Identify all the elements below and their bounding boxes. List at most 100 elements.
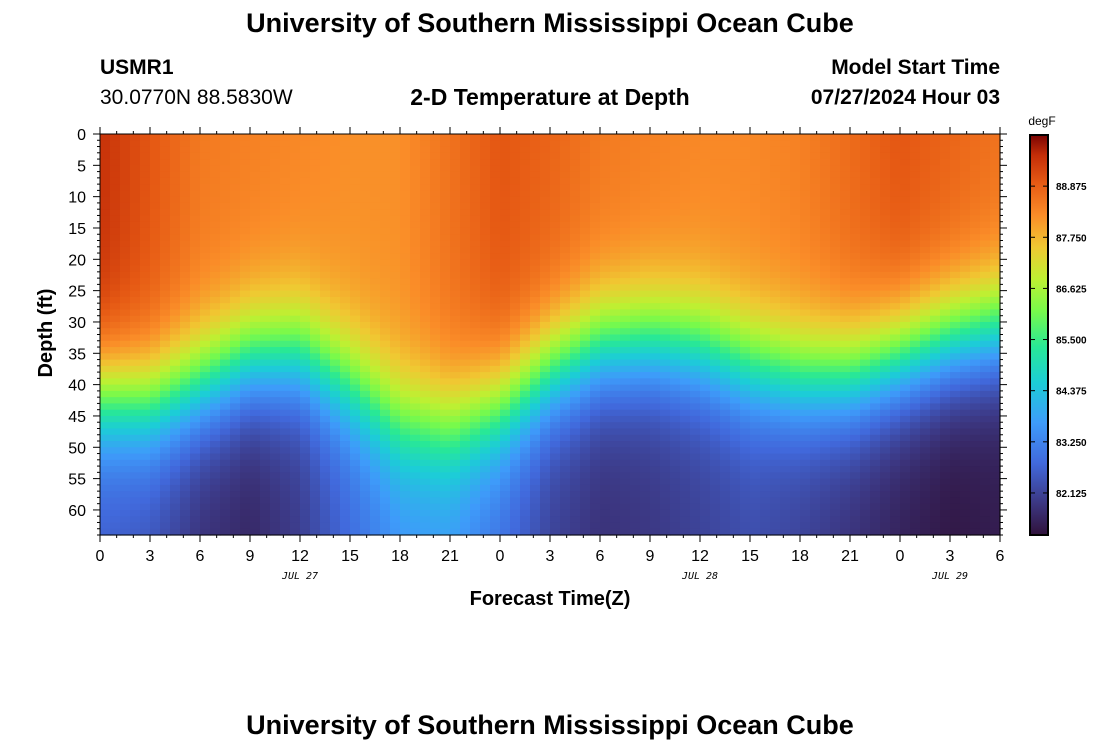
heatmap-cell (260, 466, 271, 473)
heatmap-cell (350, 190, 361, 198)
heatmap-cell (340, 459, 351, 467)
heatmap-cell (220, 221, 231, 229)
heatmap-cell (610, 415, 621, 423)
heatmap-cell (780, 202, 791, 210)
heatmap-cell (360, 359, 371, 367)
heatmap-cell (550, 315, 561, 323)
heatmap-cell (810, 190, 821, 198)
heatmap-cell (490, 503, 501, 511)
heatmap-cell (450, 497, 461, 505)
heatmap-cell (650, 491, 661, 499)
heatmap-cell (260, 177, 271, 185)
heatmap-cell (310, 434, 321, 442)
heatmap-cell (620, 459, 631, 467)
heatmap-cell (130, 378, 141, 386)
heatmap-cell (260, 246, 271, 254)
heatmap-cell (550, 271, 561, 279)
heatmap-cell (420, 202, 431, 210)
heatmap-cell (130, 334, 141, 342)
heatmap-cell (540, 428, 551, 436)
heatmap-cell (310, 221, 321, 229)
heatmap-cell (230, 397, 241, 405)
heatmap-cell (670, 328, 681, 336)
heatmap-cell (340, 340, 351, 348)
heatmap-cell (150, 321, 161, 329)
heatmap-cell (680, 347, 691, 354)
heatmap-cell (350, 372, 361, 379)
heatmap-cell (360, 328, 371, 336)
heatmap-cell (330, 253, 341, 260)
heatmap-cell (700, 246, 711, 254)
heatmap-cell (110, 340, 121, 348)
heatmap-cell (360, 271, 371, 279)
heatmap-cell (840, 347, 851, 354)
heatmap-cell (450, 152, 461, 160)
heatmap-cell (620, 177, 631, 185)
heatmap-cell (400, 372, 411, 379)
heatmap-cell (750, 491, 761, 499)
heatmap-cell (430, 428, 441, 436)
heatmap-cell (240, 497, 251, 505)
heatmap-cell (440, 171, 451, 179)
heatmap-cell (410, 472, 421, 480)
heatmap-cell (670, 403, 681, 411)
heatmap-cell (360, 453, 371, 461)
heatmap-cell (600, 209, 611, 217)
heatmap-cell (730, 509, 741, 517)
heatmap-cell (590, 497, 601, 505)
heatmap-cell (570, 384, 581, 392)
heatmap-cell (110, 353, 121, 361)
heatmap-cell (650, 472, 661, 480)
heatmap-cell (720, 359, 731, 367)
heatmap-cell (650, 397, 661, 405)
heatmap-cell (410, 422, 421, 430)
heatmap-cell (160, 491, 171, 499)
heatmap-cell (480, 140, 491, 148)
heatmap-cell (600, 484, 611, 492)
heatmap-cell (670, 253, 681, 260)
heatmap-cell (510, 359, 521, 367)
heatmap-cell (200, 177, 211, 185)
heatmap-cell (670, 296, 681, 304)
heatmap-cell (760, 303, 771, 311)
heatmap-cell (570, 491, 581, 499)
heatmap-cell (540, 403, 551, 411)
heatmap-cell (780, 453, 791, 461)
heatmap-cell (860, 171, 871, 179)
heatmap-cell (320, 390, 331, 398)
heatmap-cell (780, 209, 791, 217)
heatmap-cell (280, 152, 291, 160)
heatmap-cell (410, 528, 421, 536)
heatmap-cell (830, 334, 841, 342)
heatmap-cell (430, 152, 441, 160)
heatmap-cell (610, 190, 621, 198)
heatmap-cell (490, 202, 501, 210)
heatmap-cell (660, 447, 671, 455)
heatmap-cell (830, 491, 841, 499)
heatmap-cell (310, 202, 321, 210)
heatmap-cell (300, 528, 311, 536)
heatmap-cell (720, 372, 731, 379)
heatmap-cell (290, 365, 301, 373)
heatmap-cell (350, 528, 361, 536)
heatmap-cell (280, 397, 291, 405)
heatmap-cell (170, 491, 181, 499)
heatmap-cell (780, 466, 791, 473)
heatmap-cell (210, 209, 221, 217)
heatmap-cell (460, 334, 471, 342)
heatmap-cell (570, 190, 581, 198)
heatmap-cell (420, 516, 431, 524)
heatmap-cell (710, 390, 721, 398)
heatmap-cell (550, 321, 561, 329)
heatmap-cell (280, 415, 291, 423)
heatmap-cell (120, 466, 131, 473)
heatmap-cell (760, 384, 771, 392)
heatmap-cell (580, 246, 591, 254)
heatmap-cell (340, 478, 351, 486)
heatmap-cell (310, 509, 321, 517)
heatmap-cell (790, 134, 801, 141)
heatmap-cell (690, 140, 701, 148)
heatmap-cell (400, 478, 411, 486)
heatmap-cell (760, 372, 771, 379)
heatmap-cell (650, 315, 661, 323)
